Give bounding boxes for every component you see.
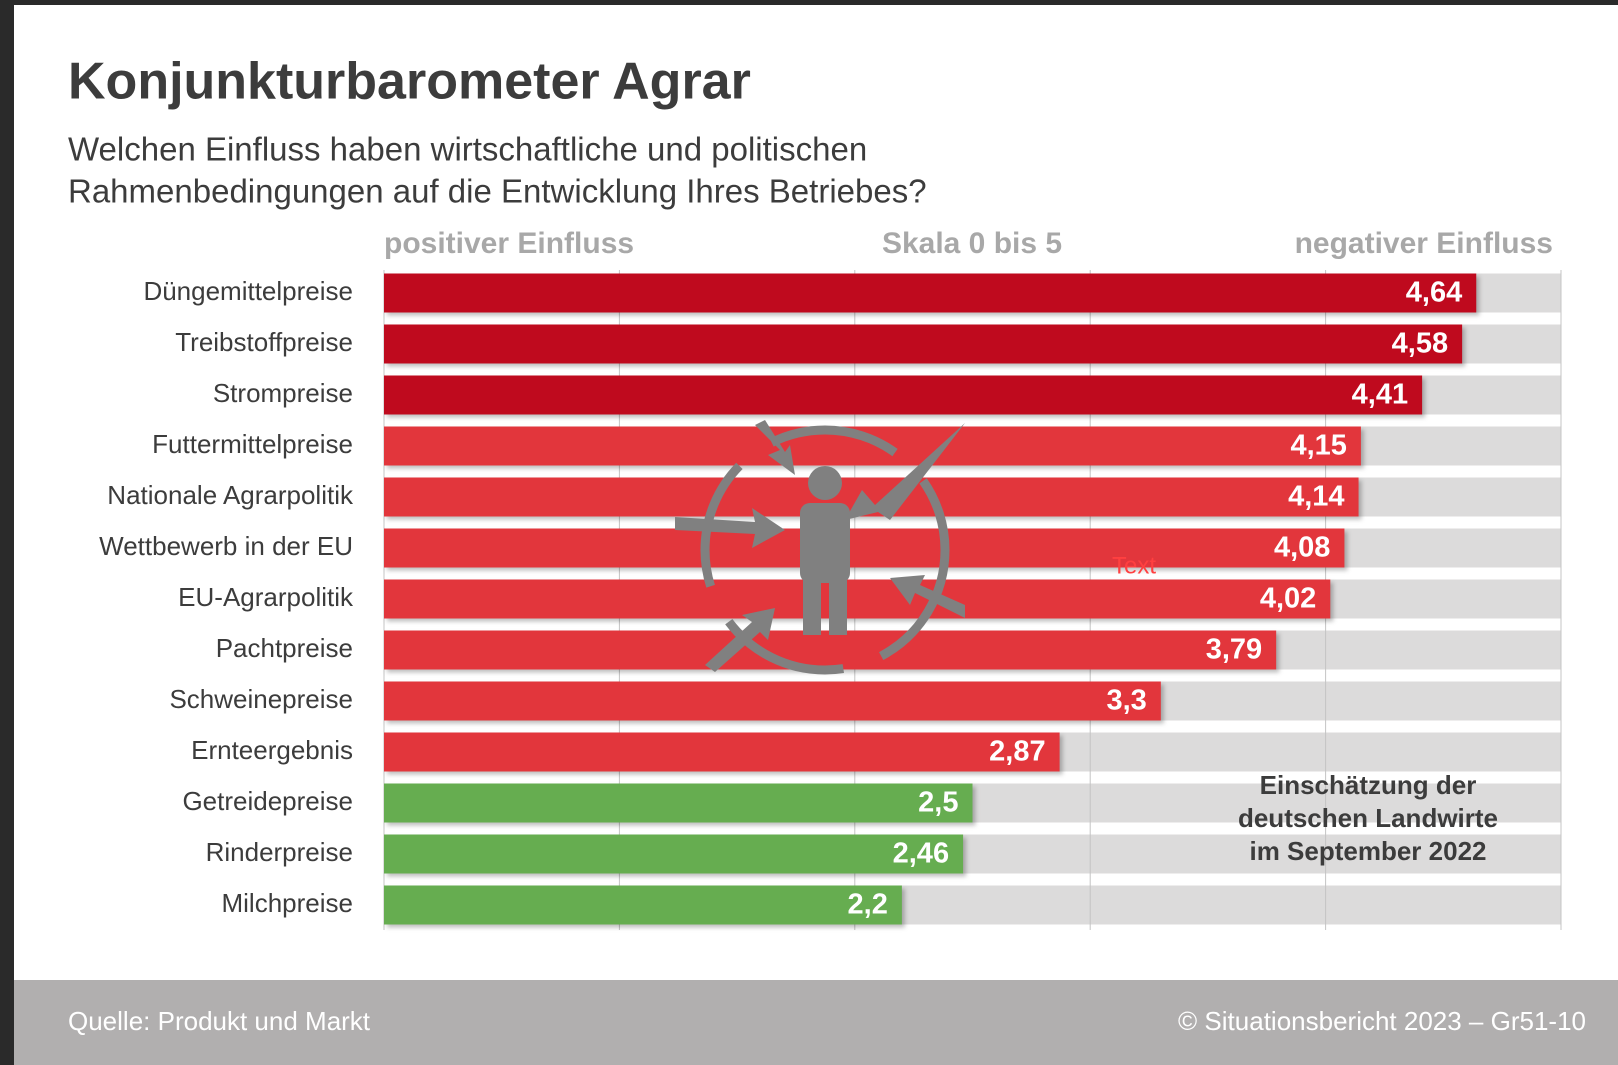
bar [384, 273, 1477, 313]
chart-subtitle: Rahmenbedingungen auf die Entwicklung Ih… [68, 173, 927, 210]
data-label: 2,87 [989, 736, 1045, 768]
data-label: 4,41 [1352, 379, 1408, 411]
bar [384, 579, 1331, 619]
chart-title: Konjunkturbarometer Agrar [68, 53, 751, 111]
data-label: 4,64 [1406, 277, 1462, 309]
frame-edge [0, 0, 1618, 5]
bar [384, 834, 964, 874]
data-label: 4,15 [1290, 430, 1346, 462]
data-label: 2,5 [918, 787, 958, 819]
bar [384, 375, 1423, 415]
data-label: 3,3 [1106, 685, 1146, 717]
y-tick-label: Rinderpreise [206, 837, 353, 867]
scale-label: Skala 0 bis 5 [882, 227, 1062, 260]
annotation: deutschen Landwirte [1238, 803, 1498, 833]
footer-band [14, 980, 1618, 1065]
data-label: 4,08 [1274, 532, 1330, 564]
bar [384, 324, 1463, 364]
y-tick-label: Pachtpreise [216, 633, 353, 663]
bar [384, 528, 1345, 568]
y-tick-label: Ernteergebnis [191, 735, 353, 765]
y-tick-label: Treibstoffpreise [175, 327, 353, 357]
bar [384, 783, 973, 823]
scale-label: negativer Einfluss [1295, 227, 1553, 260]
stray-label: Text [1112, 552, 1156, 579]
bar [384, 885, 902, 925]
data-label: 4,02 [1260, 583, 1316, 615]
data-label: 3,79 [1206, 634, 1262, 666]
bar [384, 630, 1277, 670]
y-tick-label: Düngemittelpreise [143, 276, 353, 306]
icon [675, 420, 965, 675]
data-label: 2,46 [893, 838, 949, 870]
annotation: im September 2022 [1249, 836, 1486, 866]
y-tick-label: EU-Agrarpolitik [178, 582, 354, 612]
source: Quelle: Produkt und Markt [68, 1006, 371, 1036]
annotation: Einschätzung der [1260, 770, 1477, 800]
bar [384, 681, 1161, 721]
y-tick-label: Getreidepreise [182, 786, 353, 816]
data-label: 2,2 [848, 889, 888, 921]
frame-edge [0, 0, 14, 1065]
bar [384, 426, 1361, 466]
y-tick-label: Milchpreise [222, 888, 354, 918]
y-tick-label: Nationale Agrarpolitik [107, 480, 354, 510]
chart-subtitle: Welchen Einfluss haben wirtschaftliche u… [68, 131, 867, 168]
data-label: 4,14 [1288, 481, 1344, 513]
scale-label: positiver Einfluss [384, 227, 634, 260]
y-tick-label: Strompreise [213, 378, 353, 408]
copyright: © Situationsbericht 2023 – Gr51-10 [1178, 1006, 1586, 1036]
y-tick-label: Futtermittelpreise [152, 429, 353, 459]
y-tick-label: Wettbewerb in der EU [99, 531, 353, 561]
bar [384, 732, 1060, 772]
data-label: 4,58 [1392, 328, 1448, 360]
y-tick-label: Schweinepreise [169, 684, 353, 714]
